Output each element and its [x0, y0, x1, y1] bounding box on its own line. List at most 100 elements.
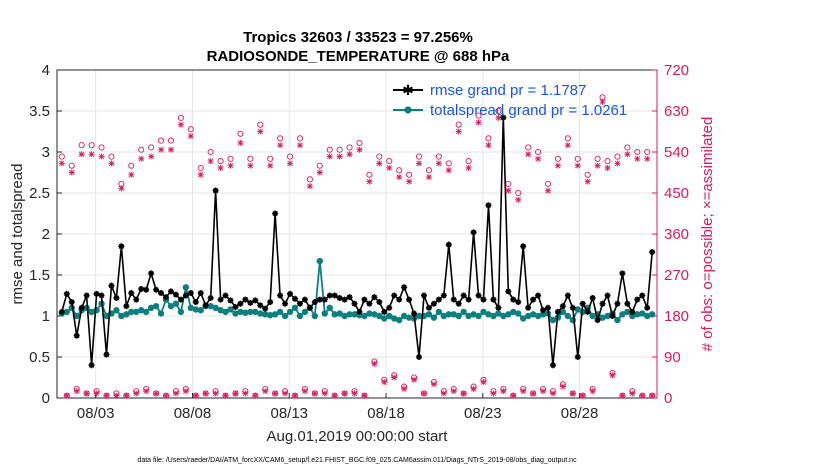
- spread-point-84: [475, 312, 482, 320]
- rmse-point-73: [420, 292, 427, 299]
- obs-assimilated-point-73: [420, 390, 427, 397]
- rmse-point-25: [182, 292, 189, 299]
- spread-point-114: [624, 308, 631, 316]
- chart-title: Tropics 32603 / 33523 = 97.256%: [243, 29, 473, 46]
- rmse-point-112: [614, 300, 621, 307]
- rmse-point-8: [98, 292, 105, 299]
- spread-point-16: [138, 307, 145, 314]
- legend-rmse-marker: ✱: [402, 83, 414, 99]
- rmse-point-16: [138, 285, 145, 292]
- obs-assimilated-point-58: [346, 151, 353, 158]
- obs-assimilated-point-81: [460, 390, 467, 397]
- obs-possible-point-92: [515, 189, 522, 197]
- obs-assimilated-point-69: [401, 385, 408, 392]
- obs-possible-point-54: [326, 146, 333, 153]
- obs-assimilated-point-32: [217, 164, 224, 171]
- rmse-point-109: [599, 300, 606, 307]
- rmse-point-111: [609, 313, 616, 319]
- rmse-point-4: [78, 304, 85, 311]
- spread-point-85: [480, 308, 487, 316]
- rmse-point-58: [346, 294, 353, 301]
- spread-point-26: [187, 304, 195, 311]
- obs-assimilated-point-48: [296, 142, 303, 149]
- spread-point-66: [386, 312, 393, 320]
- obs-possible-point-78: [445, 160, 452, 167]
- rmse-point-102: [564, 292, 571, 299]
- rmse-point-39: [252, 297, 259, 304]
- spread-point-96: [534, 312, 542, 320]
- obs-assimilated-point-52: [316, 169, 323, 176]
- y-tick-label-1: 0.5: [29, 349, 50, 366]
- rmse-point-104: [574, 354, 581, 360]
- obs-assimilated-point-10: [108, 160, 115, 167]
- rmse-point-82: [465, 296, 472, 303]
- rmse-point-100: [554, 308, 561, 315]
- obs-possible-point-116: [634, 148, 641, 156]
- rmse-marks: [58, 114, 656, 369]
- x-tick-label-2: 08/13: [270, 405, 308, 422]
- rmse-point-66: [386, 304, 393, 311]
- obs-possible-point-8: [98, 144, 105, 151]
- obs-possible-point-62: [366, 171, 373, 178]
- spread-point-74: [425, 311, 433, 318]
- footnote: data file: /Users/raeder/DAI/ATM_forcXX/…: [137, 457, 577, 464]
- spread-point-57: [341, 312, 348, 320]
- obs-assimilated-point-50: [306, 183, 313, 190]
- obs-assimilated-point-38: [247, 162, 254, 169]
- rmse-point-84: [475, 292, 482, 299]
- obs-assimilated-point-3: [73, 388, 80, 395]
- rmse-point-87: [490, 296, 497, 303]
- spread-point-6: [88, 308, 95, 316]
- spread-point-117: [639, 310, 646, 317]
- obs-assimilated-point-54: [326, 153, 333, 160]
- rmse-point-101: [559, 303, 566, 310]
- rmse-point-91: [510, 296, 517, 303]
- obs-possible-point-38: [247, 155, 254, 162]
- y2-tick-label-5: 450: [664, 185, 689, 202]
- obs-assimilated-point-40: [257, 128, 264, 135]
- spread-point-93: [519, 315, 527, 322]
- spread-point-28: [197, 307, 204, 314]
- spread-point-64: [376, 312, 383, 320]
- obs-possible-point-22: [167, 137, 175, 144]
- obs-assimilated-point-113: [619, 392, 626, 399]
- obs-possible-point-102: [564, 135, 571, 142]
- rmse-point-72: [416, 354, 423, 360]
- rmse-point-59: [351, 300, 358, 307]
- obs-assimilated-point-107: [589, 388, 596, 395]
- obs-assimilated-point-84: [475, 119, 482, 126]
- obs-assimilated-point-101: [559, 383, 566, 390]
- spread-point-88: [495, 310, 502, 317]
- rmse-point-0: [58, 308, 65, 315]
- rmse-point-93: [520, 243, 527, 250]
- spread-point-54: [326, 304, 333, 311]
- obs-assimilated-point-99: [549, 390, 556, 397]
- obs-assimilated-point-9: [103, 392, 110, 399]
- obs-assimilated-point-56: [336, 153, 343, 160]
- spread-point-34: [227, 306, 234, 313]
- spread-point-3: [73, 312, 80, 320]
- obs-possible-point-88: [495, 107, 502, 115]
- obs-possible-point-118: [644, 148, 651, 156]
- spread-point-63: [371, 311, 378, 318]
- spread-point-9: [103, 312, 110, 320]
- rmse-point-54: [326, 292, 333, 299]
- spread-point-49: [301, 308, 309, 316]
- obs-possible-point-14: [128, 162, 135, 169]
- rmse-point-71: [411, 310, 418, 317]
- obs-possible-point-112: [614, 153, 621, 160]
- spread-point-91: [510, 308, 517, 316]
- spread-point-25: [182, 284, 190, 291]
- spread-point-110: [604, 312, 611, 320]
- obs-possible-point-96: [535, 148, 542, 156]
- obs-assimilated-point-109: [599, 98, 606, 105]
- rmse-point-53: [321, 296, 328, 303]
- obs-possible-point-46: [286, 153, 294, 160]
- obs-possible-point-80: [455, 121, 462, 128]
- spread-point-89: [500, 312, 507, 320]
- rmse-point-83: [470, 229, 477, 236]
- rmse-point-106: [584, 308, 591, 315]
- rmse-point-86: [485, 202, 492, 209]
- obs-assimilated-point-7: [93, 390, 100, 397]
- y2-tick-label-3: 270: [664, 267, 689, 284]
